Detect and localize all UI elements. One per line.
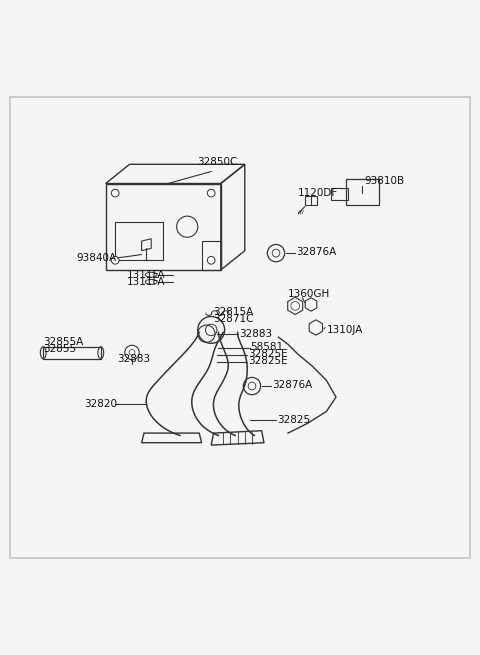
Bar — [331, 188, 348, 200]
Bar — [43, 346, 101, 359]
Text: 32825E: 32825E — [249, 356, 288, 366]
Text: 32871C: 32871C — [214, 314, 254, 324]
Text: 1311FA: 1311FA — [127, 277, 166, 287]
Text: 32883: 32883 — [118, 354, 151, 364]
Text: 32876A: 32876A — [297, 247, 337, 257]
Circle shape — [111, 189, 119, 197]
Text: 32855A: 32855A — [43, 337, 84, 347]
Bar — [346, 179, 379, 205]
Text: 32850C: 32850C — [197, 157, 237, 167]
Text: 32855: 32855 — [43, 344, 76, 354]
Text: 1311FA: 1311FA — [127, 270, 166, 280]
Text: 1120DF: 1120DF — [298, 188, 338, 198]
Text: 1310JA: 1310JA — [326, 325, 363, 335]
Circle shape — [207, 189, 215, 197]
Bar — [115, 222, 163, 260]
Bar — [305, 196, 317, 205]
Circle shape — [207, 257, 215, 264]
Text: 58581: 58581 — [251, 342, 284, 352]
Text: 32825E: 32825E — [249, 349, 288, 360]
Text: 93840A: 93840A — [77, 253, 117, 263]
Text: 1360GH: 1360GH — [288, 289, 330, 299]
Text: 32876A: 32876A — [273, 380, 313, 390]
Text: 32820: 32820 — [84, 400, 117, 409]
Text: 32883: 32883 — [239, 329, 272, 339]
Text: 32815A: 32815A — [214, 307, 254, 317]
Circle shape — [111, 257, 119, 264]
Text: 93810B: 93810B — [365, 176, 405, 186]
Text: 32825: 32825 — [277, 415, 311, 424]
